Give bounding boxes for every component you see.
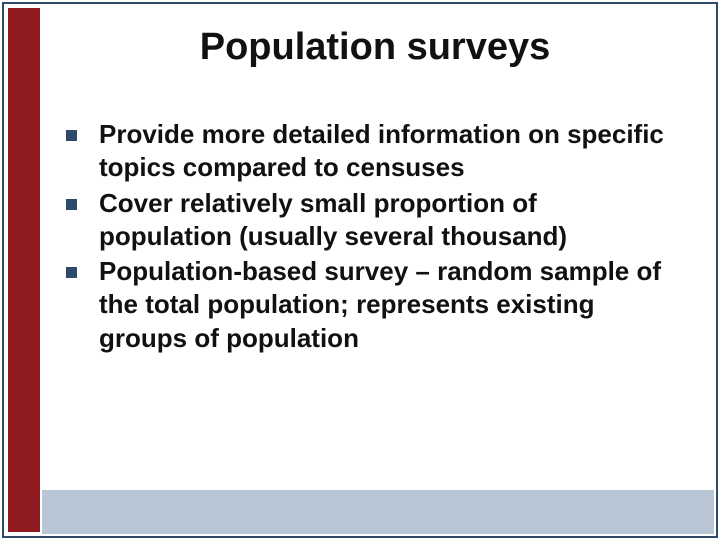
list-item: Provide more detailed information on spe… [66, 118, 674, 185]
left-accent-bar [8, 8, 40, 532]
bullet-text: Cover relatively small proportion of pop… [99, 187, 674, 254]
bullet-text: Provide more detailed information on spe… [99, 118, 674, 185]
bullet-square-icon [66, 130, 77, 141]
list-item: Population-based survey – random sample … [66, 255, 674, 355]
slide-title: Population surveys [60, 26, 690, 69]
bottom-accent-bar [42, 490, 714, 534]
bullet-square-icon [66, 267, 77, 278]
bullet-list: Provide more detailed information on spe… [66, 118, 674, 357]
list-item: Cover relatively small proportion of pop… [66, 187, 674, 254]
slide: Population surveys Provide more detailed… [0, 0, 720, 540]
bullet-square-icon [66, 199, 77, 210]
bullet-text: Population-based survey – random sample … [99, 255, 674, 355]
